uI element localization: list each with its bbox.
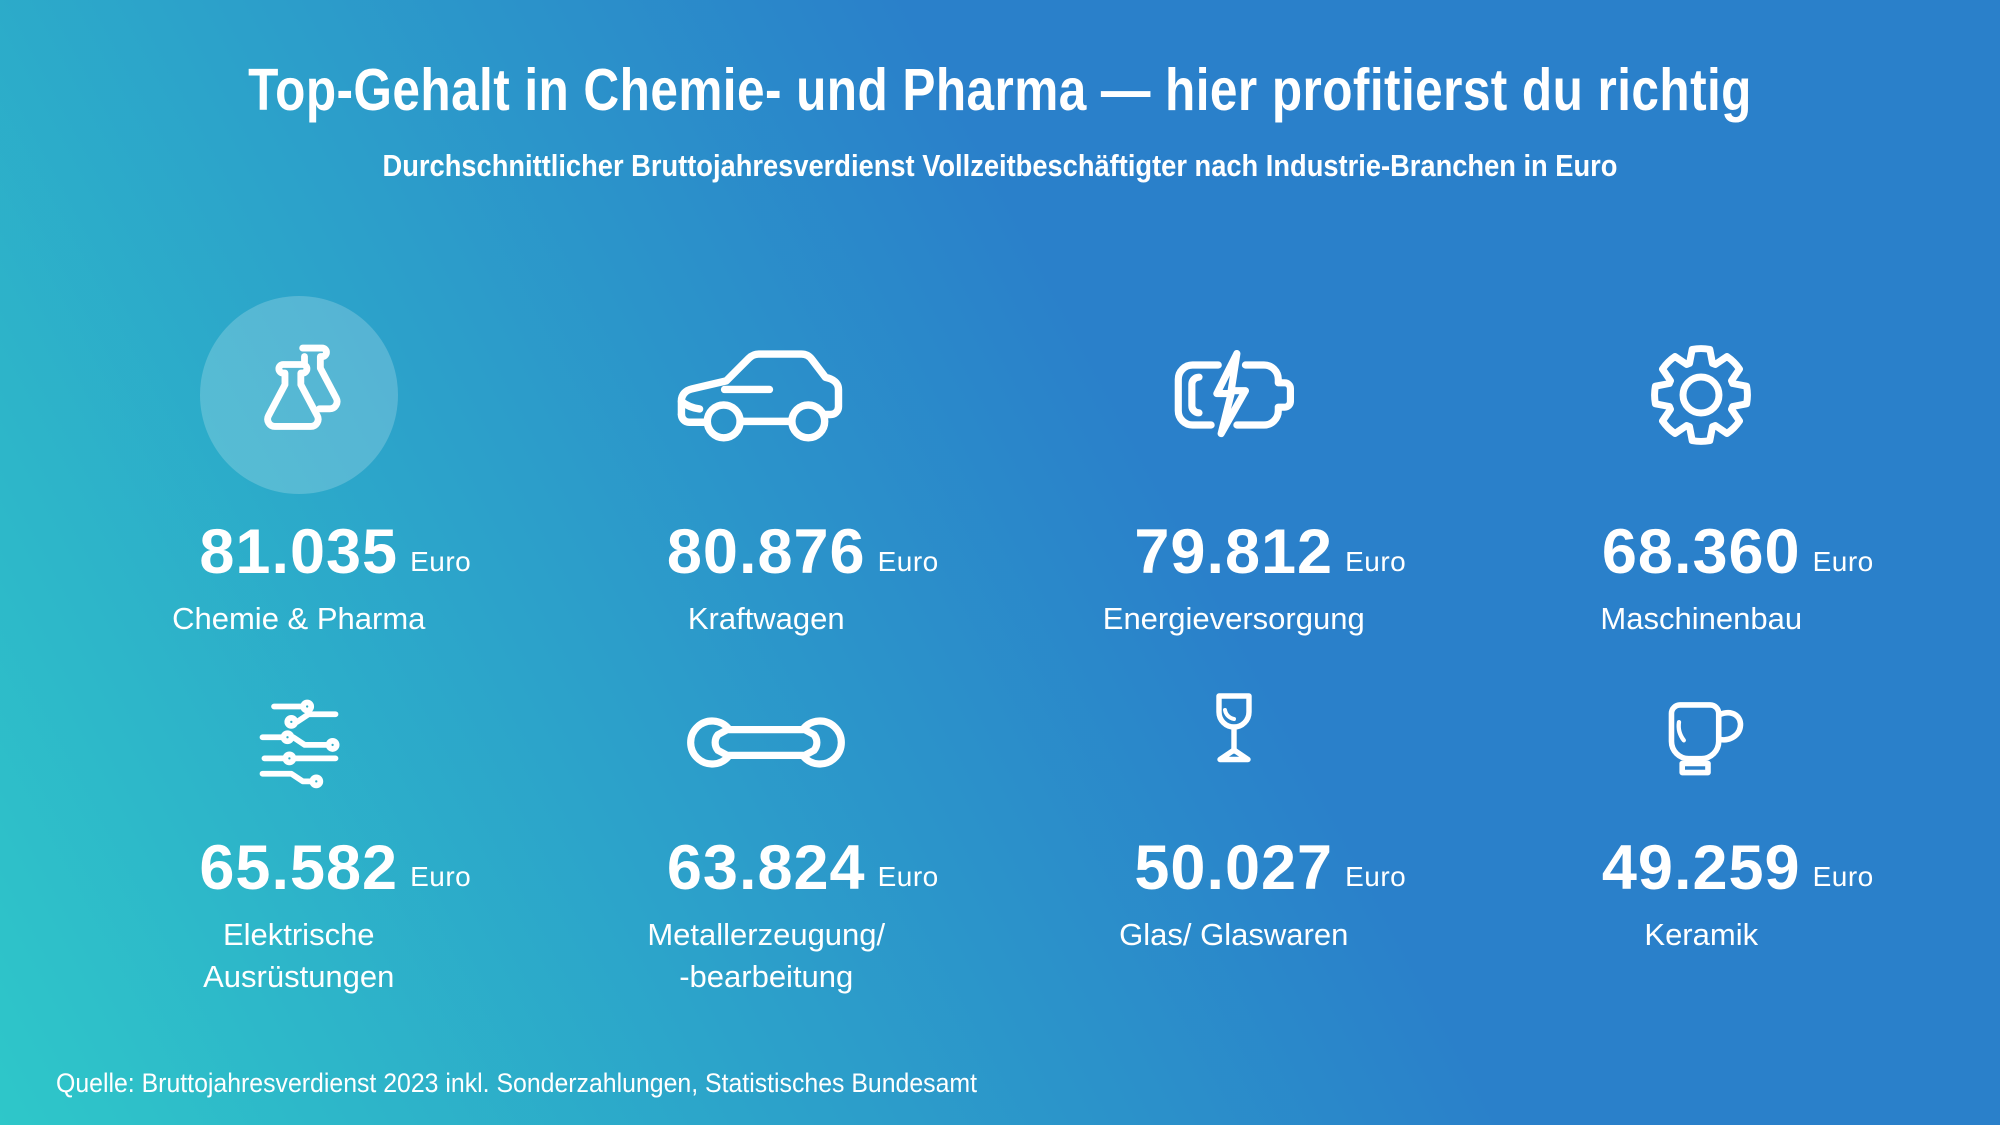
industry-label: Chemie & Pharma [172, 601, 426, 636]
salary-unit: Euro [410, 545, 472, 577]
salary-value: 68.360 Euro [1601, 517, 1874, 587]
page-title: Top-Gehalt in Chemie- und Pharma — hier … [248, 57, 1752, 123]
header: Top-Gehalt in Chemie- und Pharma — hier … [0, 0, 2000, 184]
industry-item-energieversorgung: 79.812 Euro Energieversorgung [1000, 288, 1468, 640]
salary-unit: Euro [410, 861, 472, 893]
salary-value: 80.876 Euro [666, 517, 939, 587]
source-note: Quelle: Bruttojahresverdienst 2023 inkl.… [56, 1068, 978, 1098]
salary-unit: Euro [1812, 545, 1874, 577]
industry-label: Maschinenbau [1600, 601, 1803, 636]
industry-label: Kraftwagen [687, 601, 845, 636]
industry-item-metallerzeugung: 63.824 Euro Metallerzeugung/ -bearbeitung [533, 668, 1001, 998]
industry-label: Metallerzeugung/ -bearbeitung [647, 916, 886, 994]
wine-glass-icon [1216, 693, 1252, 763]
industry-item-keramik: 49.259 Euro Keramik [1468, 668, 1936, 998]
salary-unit: Euro [1345, 545, 1407, 577]
circuit-icon [259, 699, 340, 789]
car-icon [677, 349, 843, 441]
page-subtitle: Durchschnittlicher Bruttojahresverdienst… [382, 148, 1618, 183]
salary-value: 65.582 Euro [199, 832, 472, 903]
salary-value: 79.812 Euro [1134, 517, 1407, 587]
industry-item-glas-glaswaren: 50.027 Euro Glas/ Glaswaren [1000, 668, 1468, 998]
industry-item-maschinenbau: 68.360 Euro Maschinenbau [1468, 288, 1936, 640]
industry-item-kraftwagen: 80.876 Euro Kraftwagen [533, 288, 1001, 640]
salary-value: 49.259 Euro [1601, 832, 1874, 903]
industry-label: Keramik [1644, 916, 1759, 952]
salary-unit: Euro [877, 861, 939, 893]
industry-grid: 81.035 Euro Chemie & Pharma 80.876 Euro Kr… [65, 288, 1935, 998]
salary-unit: Euro [877, 545, 939, 577]
battery-charging-icon [1174, 350, 1294, 438]
salary-value: 50.027 Euro [1134, 832, 1407, 903]
industry-item-chemie-pharma: 81.035 Euro Chemie & Pharma [65, 288, 533, 640]
highlight-circle [199, 296, 398, 494]
salary-value: 63.824 Euro [666, 832, 939, 903]
salary-unit: Euro [1812, 861, 1874, 893]
chemistry-flasks-icon [264, 344, 341, 430]
industry-item-elektrische-ausruestungen: 65.582 Euro Elektrische Ausrüstungen [65, 668, 533, 998]
ceramic-mug-icon [1668, 702, 1744, 776]
salary-unit: Euro [1345, 861, 1407, 893]
industry-label: Energieversorgung [1102, 601, 1365, 636]
industry-label: Elektrische Ausrüstungen [203, 916, 395, 994]
salary-value: 81.035 Euro [199, 517, 472, 587]
industry-label: Glas/ Glaswaren [1119, 916, 1349, 952]
wrench-icon [687, 717, 846, 768]
gear-icon [1651, 345, 1752, 445]
